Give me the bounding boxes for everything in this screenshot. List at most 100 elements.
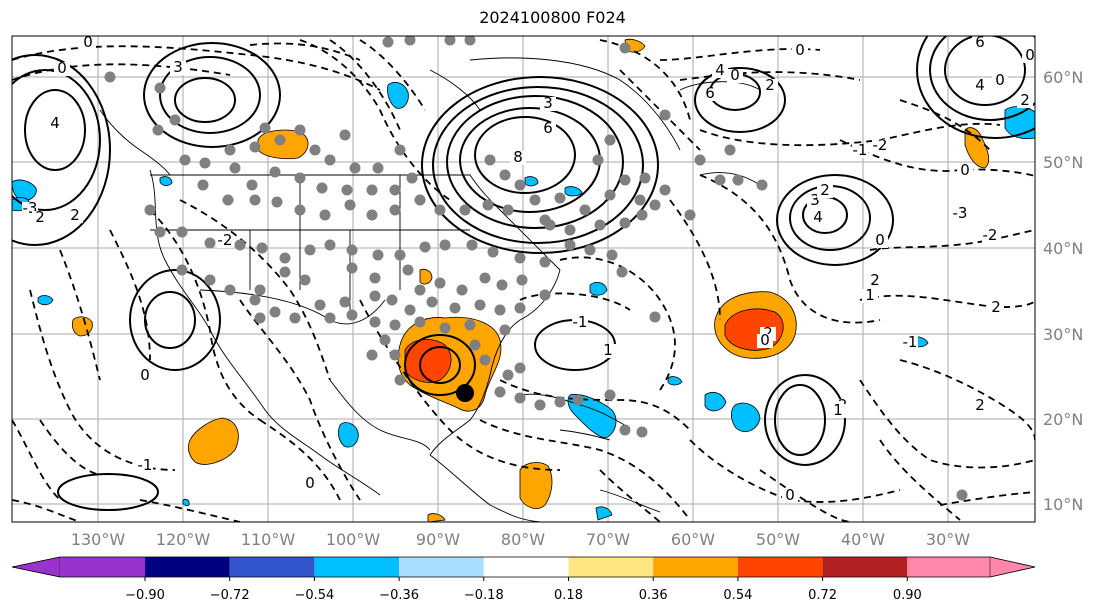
significance-dot — [474, 299, 486, 311]
map-title: 2024100800 F024 — [479, 8, 626, 27]
significance-dot — [394, 144, 406, 156]
significance-dot — [369, 272, 381, 284]
significance-dots — [104, 36, 968, 501]
significance-dot — [299, 274, 311, 286]
significance-dot — [254, 312, 266, 324]
significance-dot — [514, 392, 526, 404]
significance-dot — [554, 396, 566, 408]
significance-dot — [229, 162, 241, 174]
contour-label: 0 — [875, 231, 885, 249]
contour-label: -1 — [573, 313, 588, 331]
colorbar-tick-label: 0.72 — [808, 588, 837, 603]
significance-dot — [487, 246, 499, 258]
significance-dot — [459, 204, 471, 216]
significance-dot — [249, 194, 261, 206]
longitude-label: 50°W — [756, 530, 800, 549]
significance-dot — [434, 277, 446, 289]
longitude-label: 80°W — [501, 530, 545, 549]
contour-label: 0 — [760, 331, 770, 349]
significance-dot — [349, 162, 361, 174]
significance-dot — [464, 319, 476, 331]
significance-dot — [394, 249, 406, 261]
colorbar-tick-label: −0.72 — [210, 588, 250, 603]
contour-label: 0 — [57, 59, 67, 77]
longitude-label: 40°W — [841, 530, 885, 549]
contour-label: 3 — [173, 58, 183, 76]
significance-dot — [199, 157, 211, 169]
significance-dot — [466, 239, 478, 251]
significance-dot — [379, 334, 391, 346]
significance-dot — [304, 244, 316, 256]
significance-dot — [564, 224, 576, 236]
contour-label: 2 — [765, 76, 775, 94]
colorbar-segment — [483, 557, 569, 577]
significance-dot — [464, 36, 476, 46]
significance-dot — [346, 244, 358, 256]
significance-dot — [344, 199, 356, 211]
significance-dot — [544, 219, 556, 231]
significance-dot — [539, 256, 551, 268]
colorbar-tick-label: −0.54 — [294, 588, 334, 603]
contour-label: 1 — [865, 286, 875, 304]
contour-label: 2 — [820, 181, 830, 199]
significance-dot — [256, 242, 268, 254]
significance-dot — [324, 154, 336, 166]
shading-positive — [72, 38, 990, 522]
negative-contours — [12, 39, 1035, 522]
colorbar-segment — [907, 557, 990, 577]
contour-label: 6 — [975, 33, 985, 51]
significance-dot — [426, 296, 438, 308]
significance-dot — [346, 262, 358, 274]
significance-dot — [956, 489, 968, 501]
colorbar-tick-label: 0.36 — [639, 588, 668, 603]
significance-dot — [514, 302, 526, 314]
significance-dot — [404, 36, 416, 46]
significance-dot — [604, 389, 616, 401]
contour-label: 2 — [870, 271, 880, 289]
significance-dot — [222, 194, 234, 206]
significance-dot — [419, 241, 431, 253]
significance-dot — [619, 424, 631, 436]
colorbar-extend-max — [989, 556, 1036, 578]
significance-dot — [389, 319, 401, 331]
significance-dot — [499, 169, 511, 181]
significance-dot — [366, 184, 378, 196]
significance-dot — [619, 174, 631, 186]
latitude-label: 20°N — [1043, 410, 1083, 429]
significance-dot — [534, 399, 546, 411]
contour-label: -2 — [873, 136, 888, 154]
significance-dot — [176, 226, 188, 238]
contour-label: 4 — [50, 114, 60, 132]
contour-label: 3 — [810, 191, 820, 209]
colorbar-tick-label: 0.54 — [723, 588, 752, 603]
contour-label: 0 — [140, 366, 150, 384]
significance-dot — [619, 42, 631, 54]
significance-dot — [279, 266, 291, 278]
positive-contours — [12, 36, 1035, 511]
significance-dot — [482, 199, 494, 211]
significance-dot — [154, 226, 166, 238]
significance-dot — [366, 209, 378, 221]
colorbar-tick-label: 0.90 — [893, 588, 922, 603]
significance-dot — [372, 162, 384, 174]
significance-dot — [616, 266, 628, 278]
significance-dot — [594, 219, 606, 231]
significance-dot — [224, 284, 236, 296]
colorbar-segment — [399, 557, 484, 577]
contour-label: 8 — [513, 148, 523, 166]
significance-dot — [314, 299, 326, 311]
significance-dot — [496, 279, 508, 291]
significance-dot — [339, 129, 351, 141]
contour-label: -2 — [983, 226, 998, 244]
significance-dot — [499, 324, 511, 336]
significance-dot — [529, 194, 541, 206]
significance-dot — [554, 192, 566, 204]
longitude-axis: 130°W 120°W 110°W 100°W 90°W 80°W 70°W 60°W 50°W… — [71, 530, 970, 549]
contour-label: 2 — [991, 298, 1001, 316]
colorbar-tick-label: −0.90 — [125, 588, 165, 603]
significance-dot — [279, 252, 291, 264]
significance-dot — [434, 204, 446, 216]
significance-dot — [197, 179, 209, 191]
latitude-label: 50°N — [1043, 153, 1083, 172]
